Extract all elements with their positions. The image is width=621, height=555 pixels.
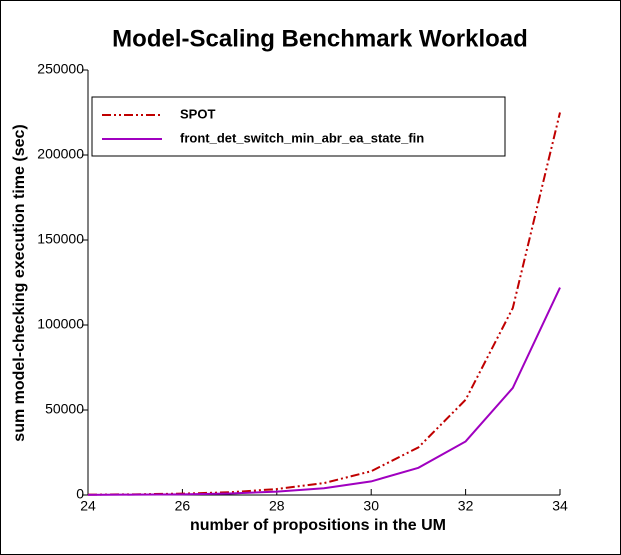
x-tick-label: 34 [552,498,568,514]
y-tick-label: 50000 [45,401,84,417]
y-tick-label: 150000 [37,231,84,247]
legend-text: SPOT [180,106,215,121]
chart-title: Model-Scaling Benchmark Workload [112,25,528,52]
x-axis-label: number of propositions in the UM [190,517,446,534]
y-tick-label: 250000 [37,61,84,77]
x-tick-label: 30 [363,498,379,514]
x-tick-label: 28 [269,498,285,514]
x-tick-label: 32 [458,498,474,514]
legend-text: front_det_switch_min_abr_ea_state_fin [180,130,424,145]
x-tick-label: 24 [80,498,96,514]
series-line [87,287,561,496]
y-tick-label: 0 [76,486,84,502]
legend-box [91,96,506,157]
x-tick-label: 26 [175,498,191,514]
y-tick-label: 200000 [37,146,84,162]
y-axis-label: sum model-checking execution time (sec) [11,124,28,441]
y-tick-label: 100000 [37,316,84,332]
